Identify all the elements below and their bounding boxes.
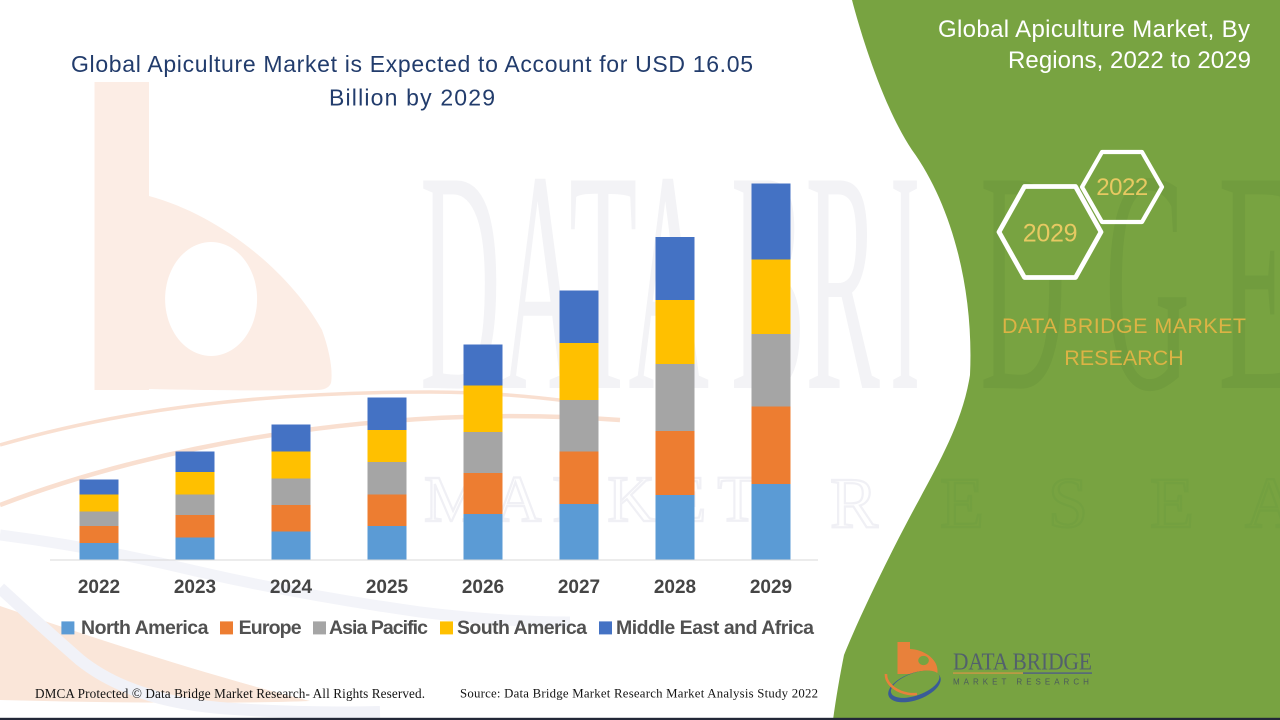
svg-text:2022: 2022 (78, 577, 120, 598)
svg-text:Source: Data Bridge Market Res: Source: Data Bridge Market Research Mark… (460, 687, 818, 701)
svg-text:2029: 2029 (750, 577, 792, 598)
svg-text:Middle East and Africa: Middle East and Africa (616, 617, 814, 639)
svg-text:S: S (1048, 463, 1088, 543)
svg-text:2025: 2025 (366, 577, 409, 598)
svg-text:MARKET RESEARCH: MARKET RESEARCH (953, 678, 1093, 687)
svg-text:D: D (980, 107, 1066, 457)
svg-text:Global Apiculture Market, By: Global Apiculture Market, By (938, 16, 1250, 43)
svg-text:Asia Pacific: Asia Pacific (329, 617, 428, 639)
svg-text:Billion by 2029: Billion by 2029 (329, 85, 495, 111)
svg-text:E: E (940, 463, 984, 543)
svg-text:2027: 2027 (558, 577, 600, 598)
svg-text:RESEARCH: RESEARCH (1064, 346, 1183, 370)
svg-text:DATA BRIDGE MARKET: DATA BRIDGE MARKET (1002, 314, 1246, 338)
svg-text:I: I (890, 107, 920, 457)
svg-text:2026: 2026 (462, 577, 504, 598)
svg-text:North America: North America (81, 617, 209, 639)
svg-text:2024: 2024 (270, 577, 313, 598)
svg-text:R: R (830, 463, 878, 543)
svg-text:DATA BRIDGE: DATA BRIDGE (953, 650, 1092, 676)
svg-text:Global Apiculture Market is Ex: Global Apiculture Market is Expected to … (71, 51, 753, 77)
svg-text:A: A (1245, 463, 1280, 543)
svg-text:Europe: Europe (239, 617, 302, 639)
svg-text:E: E (1150, 463, 1194, 543)
svg-text:2023: 2023 (174, 577, 216, 598)
svg-text:2022: 2022 (1096, 174, 1148, 201)
svg-text:Regions, 2022 to 2029: Regions, 2022 to 2029 (1008, 47, 1251, 74)
svg-text:E: E (1218, 107, 1280, 457)
svg-text:DMCA Protected © Data Bridge M: DMCA Protected © Data Bridge Market Rese… (35, 686, 425, 701)
svg-text:2028: 2028 (654, 577, 696, 598)
svg-text:South America: South America (457, 617, 587, 639)
svg-text:2029: 2029 (1023, 219, 1077, 247)
